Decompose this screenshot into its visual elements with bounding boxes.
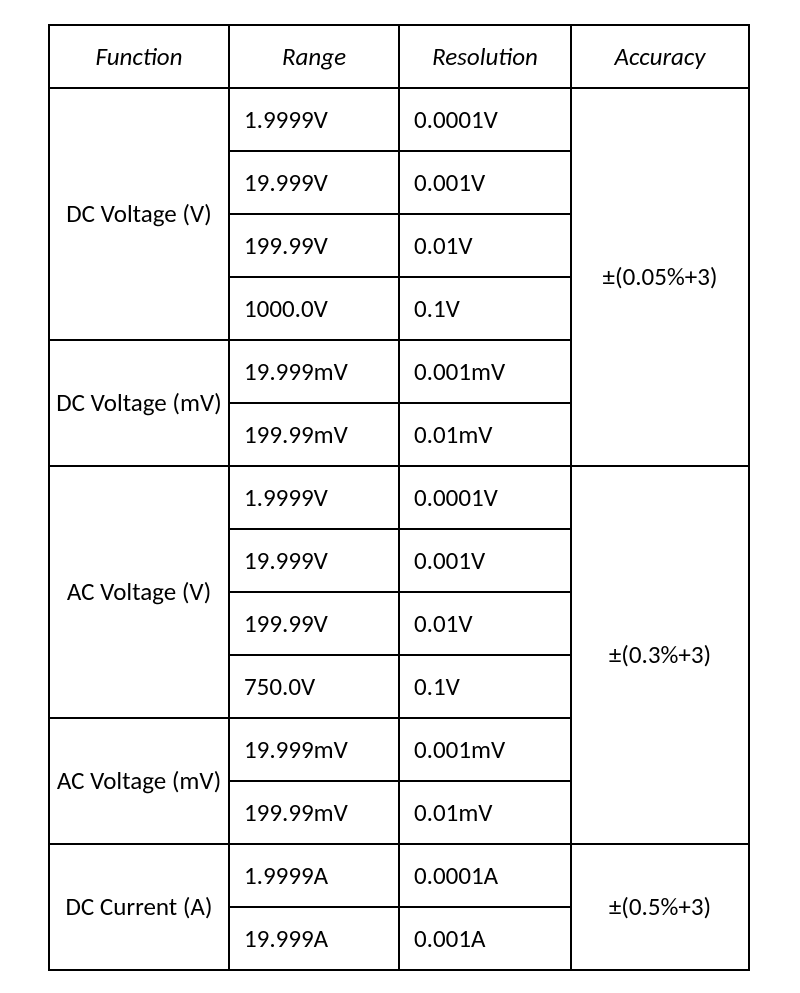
table-row: DC Voltage (V) 1.9999V 0.0001V ±(0.05%+3…: [49, 88, 749, 151]
col-header-resolution: Resolution: [399, 25, 571, 88]
table-header-row: Function Range Resolution Accuracy: [49, 25, 749, 88]
range-cell: 19.999V: [229, 529, 399, 592]
col-header-range: Range: [229, 25, 399, 88]
function-cell-dcv-v: DC Voltage (V): [49, 88, 229, 340]
function-cell-dcv-mv: DC Voltage (mV): [49, 340, 229, 466]
col-header-accuracy: Accuracy: [571, 25, 749, 88]
resolution-cell: 0.001A: [399, 907, 571, 970]
col-header-function: Function: [49, 25, 229, 88]
accuracy-cell-dc: ±(0.05%+3): [571, 88, 749, 466]
function-cell-acv-mv: AC Voltage (mV): [49, 718, 229, 844]
range-cell: 1.9999A: [229, 844, 399, 907]
resolution-cell: 0.001V: [399, 151, 571, 214]
resolution-cell: 0.01mV: [399, 403, 571, 466]
function-cell-acv-v: AC Voltage (V): [49, 466, 229, 718]
resolution-cell: 0.1V: [399, 655, 571, 718]
table-row: AC Voltage (V) 1.9999V 0.0001V ±(0.3%+3): [49, 466, 749, 529]
range-cell: 19.999V: [229, 151, 399, 214]
range-cell: 1.9999V: [229, 88, 399, 151]
function-cell-dci-a: DC Current (A): [49, 844, 229, 970]
resolution-cell: 0.0001V: [399, 88, 571, 151]
table-row: DC Current (A) 1.9999A 0.0001A ±(0.5%+3): [49, 844, 749, 907]
resolution-cell: 0.01V: [399, 214, 571, 277]
resolution-cell: 0.01mV: [399, 781, 571, 844]
range-cell: 199.99V: [229, 592, 399, 655]
resolution-cell: 0.0001A: [399, 844, 571, 907]
range-cell: 19.999mV: [229, 340, 399, 403]
range-cell: 1.9999V: [229, 466, 399, 529]
range-cell: 1000.0V: [229, 277, 399, 340]
accuracy-cell-ac: ±(0.3%+3): [571, 466, 749, 844]
resolution-cell: 0.001mV: [399, 340, 571, 403]
resolution-cell: 0.001mV: [399, 718, 571, 781]
resolution-cell: 0.01V: [399, 592, 571, 655]
range-cell: 750.0V: [229, 655, 399, 718]
range-cell: 19.999mV: [229, 718, 399, 781]
resolution-cell: 0.0001V: [399, 466, 571, 529]
resolution-cell: 0.1V: [399, 277, 571, 340]
page: Function Range Resolution Accuracy DC Vo…: [0, 0, 800, 993]
range-cell: 199.99mV: [229, 781, 399, 844]
range-cell: 19.999A: [229, 907, 399, 970]
resolution-cell: 0.001V: [399, 529, 571, 592]
spec-table: Function Range Resolution Accuracy DC Vo…: [48, 24, 750, 971]
accuracy-cell-dci: ±(0.5%+3): [571, 844, 749, 970]
range-cell: 199.99V: [229, 214, 399, 277]
range-cell: 199.99mV: [229, 403, 399, 466]
